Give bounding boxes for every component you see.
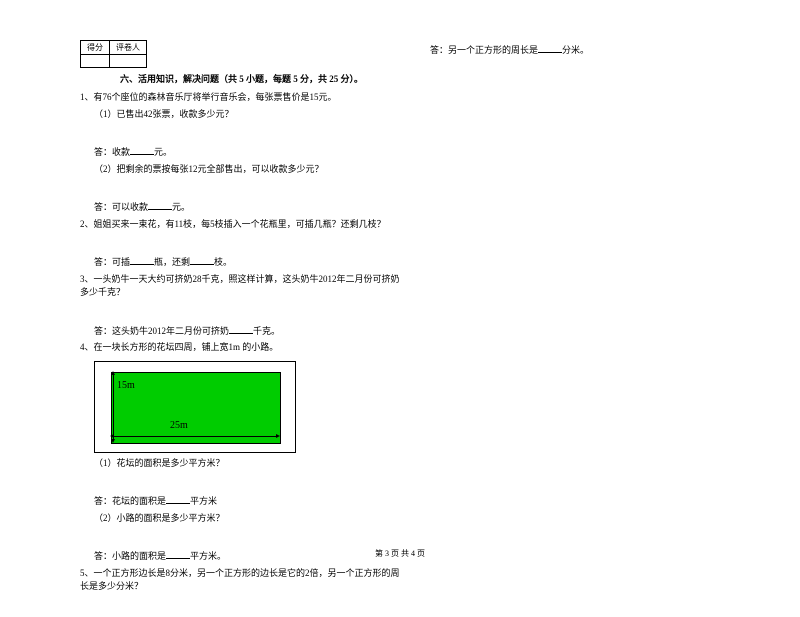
- blank: [538, 43, 562, 53]
- q2-a-pre: 答：可插: [94, 257, 130, 267]
- right-column: 答：另一个正方形的周长是 分米。: [430, 40, 710, 597]
- q4-a1-pre: 答：花坛的面积是: [94, 496, 166, 506]
- dim-height-label: 15m: [117, 380, 135, 391]
- q5-stem: 5、一个正方形边长是8分米，另一个正方形的边长是它的2倍，另一个正方形的周长是多…: [80, 567, 400, 594]
- q4-stem: 4、在一块长方形的花坛四周，铺上宽1m 的小路。: [80, 341, 400, 355]
- q1-a2-pre: 答：可以收款: [94, 202, 148, 212]
- dim-width-label: 25m: [170, 420, 188, 431]
- q3-stem: 3、一头奶牛一天大约可挤奶28千克，照这样计算，这头奶牛2012年二月份可挤奶多…: [80, 273, 400, 300]
- section-title: 六、活用知识，解决问题（共 5 小题，每题 5 分，共 25 分）。: [120, 72, 400, 85]
- grader-cell-blank: [110, 55, 147, 68]
- q1-answer2: 答：可以收款 元。: [94, 200, 400, 215]
- score-cell-blank: [81, 55, 110, 68]
- q1-answer1: 答：收款 元。: [94, 145, 400, 160]
- q1-part2: （2）把剩余的票按每张12元全部售出，可以收款多少元？: [94, 163, 400, 177]
- q4-part1: （1）花坛的面积是多少平方米？: [94, 457, 400, 471]
- q4-part2: （2）小路的面积是多少平方米？: [94, 512, 400, 526]
- q2-a-post: 枝。: [214, 257, 232, 267]
- flowerbed-rect: [111, 372, 281, 444]
- q4-diagram: 15m 25m: [94, 361, 296, 453]
- blank: [166, 494, 190, 504]
- q4-a1-post: 平方米: [190, 496, 217, 506]
- q5-a-pre: 答：另一个正方形的周长是: [430, 45, 538, 55]
- page-footer: 第 3 页 共 4 页: [0, 548, 800, 559]
- q5-a-post: 分米。: [562, 45, 589, 55]
- dim-arrow-horizontal: [113, 436, 277, 437]
- q3-a-post: 千克。: [253, 326, 280, 336]
- blank: [148, 200, 172, 210]
- q2-a-mid: 瓶，还剩: [154, 257, 190, 267]
- blank: [130, 255, 154, 265]
- q1-a1-pre: 答：收款: [94, 147, 130, 157]
- q2-answer: 答：可插 瓶，还剩 枝。: [94, 255, 400, 270]
- q3-answer: 答：这头奶牛2012年二月份可挤奶 千克。: [94, 324, 400, 339]
- page-content: 得分 评卷人 六、活用知识，解决问题（共 5 小题，每题 5 分，共 25 分）…: [0, 0, 800, 617]
- left-column: 得分 评卷人 六、活用知识，解决问题（共 5 小题，每题 5 分，共 25 分）…: [80, 40, 400, 597]
- blank: [229, 324, 253, 334]
- q4-answer1: 答：花坛的面积是 平方米: [94, 494, 400, 509]
- q1-a1-post: 元。: [154, 147, 172, 157]
- q1-part1: （1）已售出42张票，收款多少元？: [94, 108, 400, 122]
- blank: [130, 145, 154, 155]
- dim-arrow-vertical: [113, 374, 114, 440]
- q5-answer: 答：另一个正方形的周长是 分米。: [430, 43, 710, 58]
- blank: [190, 255, 214, 265]
- score-table: 得分 评卷人: [80, 40, 147, 68]
- q3-a-pre: 答：这头奶牛2012年二月份可挤奶: [94, 326, 229, 336]
- grader-cell-label: 评卷人: [110, 41, 147, 55]
- q1-stem: 1、有76个座位的森林音乐厅将举行音乐会，每张票售价是15元。: [80, 91, 400, 105]
- q1-a2-post: 元。: [172, 202, 190, 212]
- q2-stem: 2、姐姐买来一束花，有11枝，每5枝插入一个花瓶里，可插几瓶？还剩几枝？: [80, 218, 400, 232]
- score-cell-label: 得分: [81, 41, 110, 55]
